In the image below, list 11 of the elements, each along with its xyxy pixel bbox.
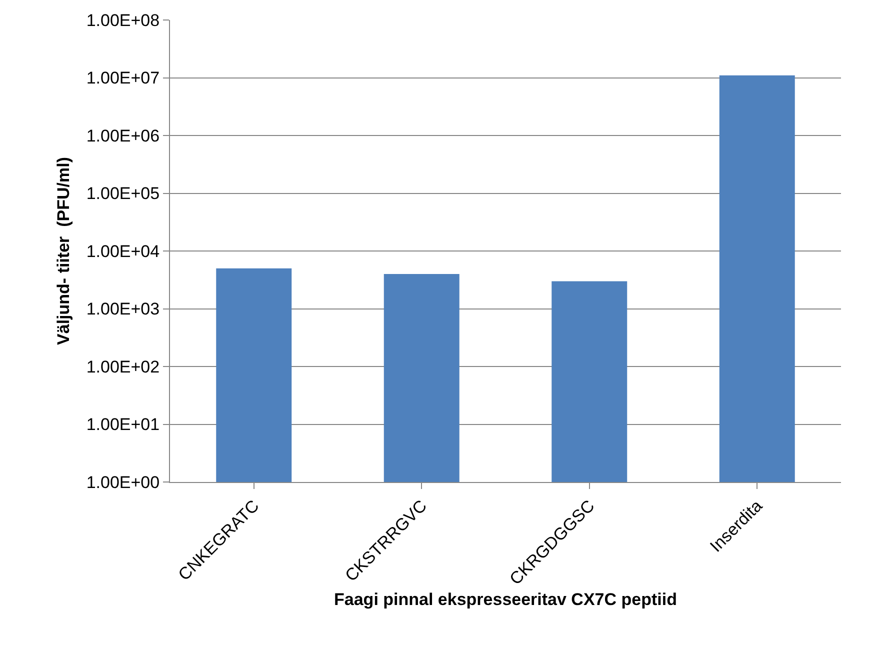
y-tick-label: 1.00E+08	[86, 10, 160, 30]
y-tick-label: 1.00E+04	[86, 242, 160, 261]
y-tick-label: 1.00E+01	[86, 415, 160, 434]
y-tick-label: 1.00E+05	[86, 184, 160, 204]
y-tick-label: 1.00E+03	[86, 300, 160, 319]
y-tick-label: 1.00E+07	[86, 68, 160, 88]
y-tick-label: 1.00E+06	[86, 126, 160, 146]
y-axis-title: Väljund- tiiter (PFU/ml)	[54, 157, 73, 345]
x-axis-title: Faagi pinnal ekspresseeritav CX7C peptiid	[334, 590, 677, 609]
y-tick-label: 1.00E+02	[86, 357, 160, 376]
y-tick-label: 1.00E+00	[86, 472, 160, 492]
